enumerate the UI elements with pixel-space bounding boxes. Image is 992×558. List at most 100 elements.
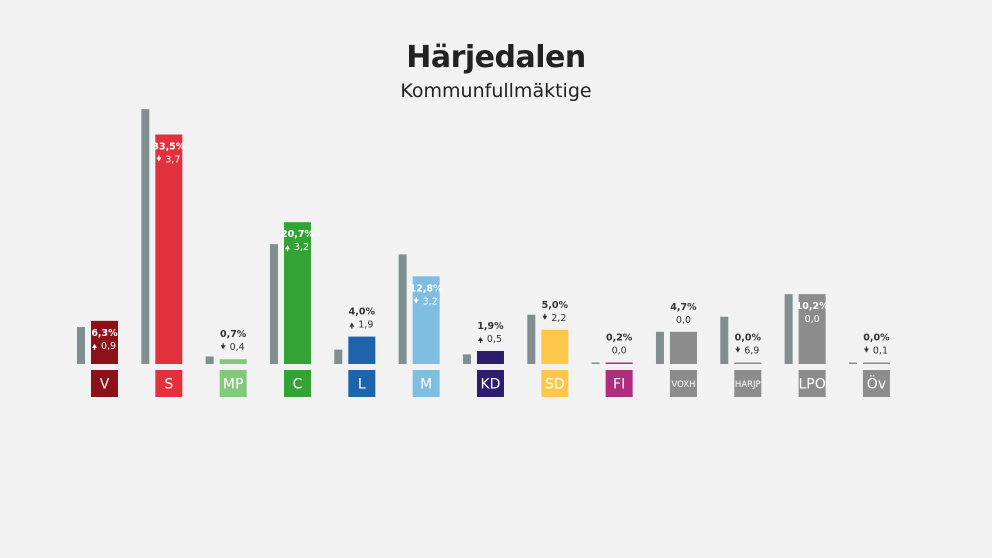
value-label-m: 12,8%	[410, 283, 443, 294]
change-arrow-s-stem	[158, 155, 160, 159]
party-label-v: V	[100, 377, 110, 393]
change-label-kd: 0,5	[487, 334, 502, 345]
value-label-kd: 1,9%	[477, 321, 504, 332]
party-box-v	[91, 370, 118, 397]
previous-bar-s	[141, 109, 150, 365]
change-arrow-mp-stem	[222, 343, 224, 347]
change-label-sd: 2,2	[551, 313, 566, 324]
previous-bar-öv	[848, 362, 857, 364]
change-arrow-harjp-stem	[737, 346, 739, 350]
party-label-s: S	[164, 377, 173, 393]
party-label-sd: SD	[545, 377, 565, 393]
previous-bar-lpo	[784, 294, 793, 364]
chart-title: Härjedalen	[406, 40, 586, 75]
previous-bar-v	[77, 327, 85, 364]
bar-lpo	[798, 294, 826, 364]
previous-bar-kd	[462, 354, 471, 364]
previous-bar-voxh	[655, 331, 664, 364]
party-label-l: L	[358, 377, 366, 393]
party-label-c: C	[293, 377, 303, 393]
change-label-fi: 0,0	[612, 346, 627, 357]
value-label-sd: 5,0%	[542, 300, 569, 311]
change-arrow-sd-stem	[544, 313, 546, 317]
bar-v	[91, 320, 118, 364]
party-box-harjp	[734, 370, 762, 397]
previous-bar-l	[334, 349, 343, 364]
change-arrow-öv-stem	[865, 346, 868, 350]
bar-m	[412, 276, 440, 364]
change-arrow-mp	[220, 345, 226, 350]
previous-bar-fi	[591, 362, 600, 364]
bar-c	[283, 222, 311, 364]
value-label-v: 6,3%	[91, 328, 118, 339]
change-arrow-sd	[542, 315, 548, 320]
change-arrow-s	[156, 157, 162, 162]
change-label-lpo: 0,0	[805, 314, 820, 325]
change-arrow-harjp	[735, 348, 741, 353]
party-label-fi: FI	[613, 377, 625, 393]
previous-bar-m	[398, 254, 407, 364]
change-arrow-m	[413, 299, 419, 304]
change-label-s: 3,7	[165, 155, 180, 166]
change-label-mp: 0,4	[230, 342, 245, 353]
party-box-l	[348, 370, 376, 397]
party-box-voxh	[669, 370, 697, 397]
party-label-voxh: VOXH	[671, 380, 695, 390]
party-label-mp: MP	[223, 377, 244, 393]
party-box-öv	[862, 370, 890, 397]
party-box-m	[412, 370, 440, 397]
value-label-voxh: 4,7%	[670, 302, 697, 313]
bar-s	[155, 134, 183, 364]
party-label-lpo: LPO	[798, 377, 825, 393]
change-label-v: 0,9	[101, 341, 116, 352]
change-arrow-kd-stem	[479, 339, 482, 343]
bar-l	[348, 336, 376, 364]
change-arrow-öv	[863, 348, 869, 353]
change-arrow-l-stem	[351, 325, 353, 329]
bar-fi	[605, 362, 633, 364]
bar-mp	[219, 359, 247, 364]
change-label-l: 1,9	[358, 320, 373, 331]
change-label-harjp: 6,9	[744, 346, 759, 357]
party-box-lpo	[798, 370, 826, 397]
value-label-mp: 0,7%	[220, 329, 247, 340]
party-box-c	[283, 370, 311, 397]
previous-bar-mp	[205, 356, 214, 364]
change-arrow-kd	[477, 336, 483, 341]
bar-voxh	[669, 331, 697, 364]
change-arrow-v	[92, 343, 97, 348]
change-label-c: 3,2	[294, 242, 309, 253]
bar-kd	[476, 350, 504, 364]
bar-harjp	[734, 362, 762, 364]
party-box-fi	[605, 370, 633, 397]
party-label-harjp: HARJP	[735, 380, 761, 390]
party-box-mp	[219, 370, 247, 397]
change-arrow-m-stem	[415, 297, 417, 301]
change-arrow-c-stem	[286, 248, 289, 252]
party-label-m: M	[420, 377, 432, 393]
previous-bar-c	[269, 244, 278, 364]
value-label-l: 4,0%	[349, 307, 376, 318]
previous-bar-harjp	[720, 316, 729, 364]
party-box-sd	[541, 370, 569, 397]
value-label-lpo: 10,2%	[796, 301, 829, 312]
change-label-m: 3,2	[423, 296, 438, 307]
value-label-öv: 0,0%	[863, 333, 890, 344]
change-arrow-v-stem	[93, 346, 96, 350]
change-arrow-l	[349, 322, 355, 327]
value-label-s: 33,5%	[152, 142, 185, 153]
change-label-öv: 0,1	[873, 346, 888, 357]
bar-öv	[862, 362, 890, 364]
bar-sd	[541, 329, 569, 364]
party-box-s	[155, 370, 183, 397]
chart-subtitle: Kommunfullmäktige	[400, 80, 592, 102]
party-label-öv: Öv	[867, 375, 886, 393]
party-label-kd: KD	[480, 377, 500, 393]
change-label-voxh: 0,0	[676, 315, 691, 326]
value-label-harjp: 0,0%	[735, 333, 762, 344]
value-label-fi: 0,2%	[606, 333, 633, 344]
change-arrow-c	[284, 245, 290, 250]
party-box-kd	[476, 370, 504, 397]
value-label-c: 20,7%	[281, 229, 314, 240]
